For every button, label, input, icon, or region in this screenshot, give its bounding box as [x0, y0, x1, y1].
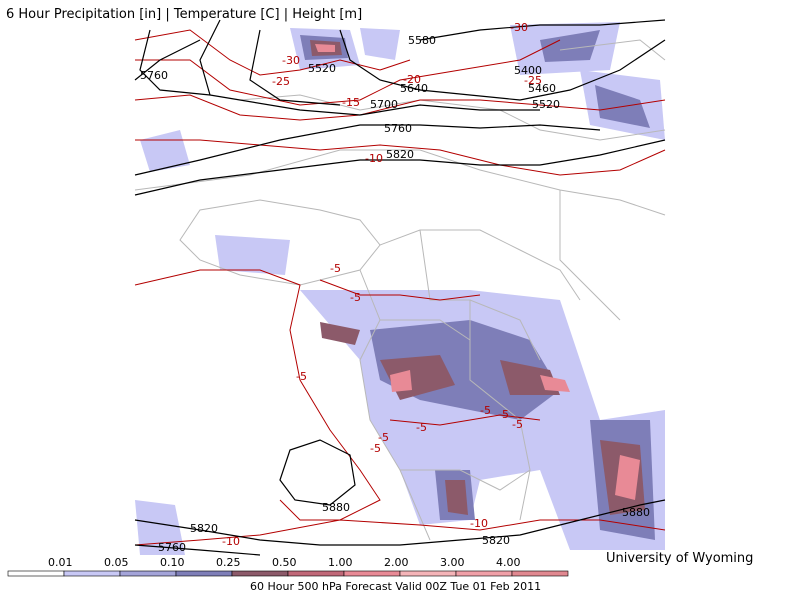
legend-swatch-8 — [455, 570, 513, 577]
legend-swatch-5 — [287, 570, 345, 577]
temp-contour — [135, 139, 666, 176]
temp-label: -5 — [378, 431, 389, 444]
temp-contour — [319, 279, 481, 301]
border-line — [469, 300, 531, 521]
height-contours — [134, 19, 666, 556]
height-label: 5820 — [190, 522, 218, 535]
temp-contour — [389, 414, 541, 426]
legend-tick: 0.01 — [48, 556, 73, 569]
precip-area — [540, 375, 570, 392]
legend-tick: 1.00 — [328, 556, 353, 569]
credit-text: University of Wyoming — [606, 551, 754, 566]
temp-label: -25 — [272, 75, 290, 88]
height-label: 5700 — [370, 98, 398, 111]
legend-tick: 0.50 — [272, 556, 297, 569]
temp-label: -10 — [222, 535, 240, 548]
height-label: 5640 — [400, 82, 428, 95]
temp-label: -25 — [524, 74, 542, 87]
legend-tick: 0.10 — [160, 556, 185, 569]
precip-area — [315, 44, 335, 52]
precipitation-layer — [135, 22, 665, 555]
height-label: 5520 — [308, 62, 336, 75]
temp-label: -5 — [296, 370, 307, 383]
height-label: 5760 — [384, 122, 412, 135]
legend-swatch-0 — [7, 570, 65, 577]
height-contour — [279, 439, 356, 506]
precip-area — [215, 235, 290, 275]
height-contour — [134, 124, 601, 176]
precip-area — [320, 322, 360, 345]
legend-tick: 0.25 — [216, 556, 241, 569]
temp-label: -5 — [416, 421, 427, 434]
border-line — [559, 190, 621, 321]
precip-area — [390, 370, 412, 392]
temp-contour — [134, 94, 666, 121]
legend-swatch-7 — [399, 570, 457, 577]
height-label: 5760 — [158, 541, 186, 554]
temp-label: -15 — [342, 96, 360, 109]
height-label: 5520 — [532, 98, 560, 111]
temp-label: -5 — [498, 408, 509, 421]
border-line — [539, 129, 666, 141]
legend-tick: 4.00 — [496, 556, 521, 569]
height-label: 5760 — [140, 69, 168, 82]
temp-label: -10 — [365, 152, 383, 165]
temp-label: -20 — [403, 73, 421, 86]
height-contour — [139, 29, 540, 116]
legend-bar — [7, 570, 569, 577]
country-borders — [134, 39, 666, 541]
map-title: 6 Hour Precipitation [in] | Temperature … — [6, 7, 363, 22]
temp-label: -5 — [480, 404, 491, 417]
height-contour — [249, 29, 341, 106]
legend-tick: 3.00 — [440, 556, 465, 569]
height-label: 5400 — [514, 64, 542, 77]
temp-label: -10 — [470, 517, 488, 530]
legend-swatch-9 — [511, 570, 569, 577]
legend-swatch-4 — [231, 570, 289, 577]
height-label: 5580 — [408, 34, 436, 47]
border-line — [400, 469, 531, 491]
legend-swatch-2 — [119, 570, 177, 577]
legend-tick: 2.00 — [384, 556, 409, 569]
border-line — [379, 229, 581, 301]
legend-tick: 0.05 — [104, 556, 129, 569]
border-line — [359, 269, 431, 541]
temp-label: -5 — [512, 418, 523, 431]
height-contour — [134, 139, 666, 196]
height-contour — [199, 19, 221, 96]
height-contour — [134, 499, 666, 546]
precip-area — [135, 500, 185, 555]
height-label: 5820 — [482, 534, 510, 547]
height-contour — [134, 544, 261, 556]
precip-area — [360, 28, 400, 60]
precip-area — [445, 480, 468, 515]
temp-label: -5 — [330, 262, 341, 275]
legend-swatch-1 — [63, 570, 121, 577]
height-contour — [339, 29, 666, 101]
border-line — [134, 149, 666, 216]
border-line — [559, 39, 666, 61]
legend-swatch-3 — [175, 570, 233, 577]
temp-contour — [134, 29, 411, 76]
temp-label: -30 — [510, 21, 528, 34]
precip-area — [540, 30, 600, 62]
height-label: 5880 — [322, 501, 350, 514]
height-label: 5880 — [622, 506, 650, 519]
temp-label: -5 — [370, 442, 381, 455]
legend-swatch-6 — [343, 570, 401, 577]
height-contour — [134, 39, 201, 81]
precip-area — [615, 455, 640, 500]
height-label: 5460 — [528, 82, 556, 95]
forecast-valid-text: 60 Hour 500 hPa Forecast Valid 00Z Tue 0… — [250, 580, 542, 593]
temp-label: -5 — [350, 291, 361, 304]
temp-contour — [134, 269, 381, 521]
border-line — [380, 319, 471, 341]
border-line — [239, 94, 541, 131]
height-contour — [419, 19, 666, 41]
height-label: 5820 — [386, 148, 414, 161]
temp-label: -30 — [282, 54, 300, 67]
